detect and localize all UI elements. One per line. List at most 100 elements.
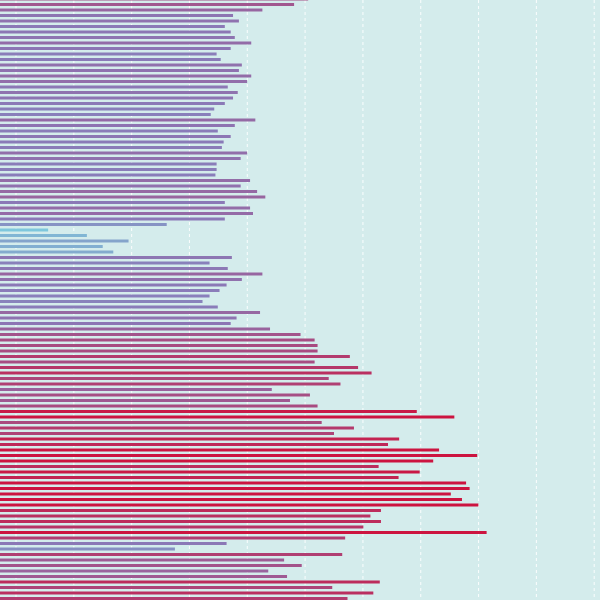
bar — [0, 531, 487, 534]
bar — [0, 443, 389, 446]
bar — [0, 525, 364, 529]
bars-group — [0, 0, 487, 600]
bar — [0, 190, 258, 193]
bar — [0, 19, 239, 23]
bar — [0, 322, 231, 325]
bar — [0, 470, 420, 474]
bar — [0, 162, 217, 166]
bar — [0, 553, 343, 556]
bar — [0, 102, 225, 105]
bar — [0, 536, 346, 540]
bar — [0, 14, 234, 17]
bar — [0, 157, 241, 160]
bar — [0, 261, 210, 265]
bar — [0, 151, 248, 155]
bar — [0, 146, 222, 149]
bar — [0, 91, 238, 94]
bar — [0, 360, 315, 364]
bar — [0, 30, 231, 34]
bar — [0, 415, 455, 419]
bar — [0, 294, 210, 298]
bar — [0, 129, 218, 133]
bar — [0, 410, 417, 413]
bar — [0, 327, 271, 331]
bar — [0, 69, 239, 72]
bar — [0, 586, 333, 589]
bar — [0, 223, 167, 226]
bar — [0, 432, 334, 435]
bar — [0, 382, 341, 386]
bar — [0, 201, 225, 204]
bar — [0, 195, 266, 199]
bar — [0, 3, 295, 6]
bar — [0, 47, 231, 50]
bar — [0, 256, 232, 259]
bar — [0, 333, 301, 336]
bar — [0, 509, 381, 512]
bar — [0, 564, 302, 567]
bar — [0, 239, 129, 243]
bar — [0, 0, 309, 1]
bar — [0, 575, 288, 578]
bar — [0, 228, 49, 232]
bar — [0, 305, 218, 309]
bar — [0, 426, 354, 430]
bar — [0, 377, 329, 380]
bar — [0, 245, 103, 248]
bar — [0, 547, 175, 551]
bar — [0, 300, 203, 303]
bar — [0, 212, 253, 215]
bar — [0, 85, 228, 89]
bar — [0, 580, 380, 584]
bar — [0, 52, 217, 56]
bar — [0, 421, 322, 424]
bar — [0, 393, 310, 397]
bar — [0, 388, 272, 391]
bar — [0, 135, 231, 138]
bar — [0, 338, 315, 342]
bar — [0, 514, 371, 518]
bar — [0, 404, 318, 408]
bar — [0, 283, 227, 287]
bar — [0, 8, 263, 12]
bar — [0, 498, 462, 501]
bar — [0, 80, 248, 83]
bar — [0, 173, 216, 177]
bar — [0, 591, 374, 595]
bar — [0, 107, 215, 111]
bar — [0, 371, 372, 375]
bar — [0, 503, 479, 507]
bar — [0, 113, 211, 116]
bar — [0, 58, 221, 61]
bar — [0, 476, 399, 479]
bar — [0, 206, 251, 210]
bar — [0, 344, 318, 347]
bar — [0, 355, 350, 358]
bar — [0, 217, 225, 221]
bar — [0, 569, 269, 573]
bar — [0, 278, 242, 281]
bar — [0, 349, 318, 353]
bar — [0, 542, 227, 545]
bar — [0, 459, 434, 463]
bar — [0, 272, 263, 276]
bar — [0, 250, 114, 254]
bar — [0, 316, 237, 320]
bar — [0, 366, 359, 369]
bar — [0, 63, 242, 67]
bar — [0, 179, 251, 182]
bar — [0, 399, 290, 402]
bar — [0, 74, 252, 78]
bar — [0, 41, 252, 45]
bar — [0, 487, 470, 490]
bar — [0, 25, 225, 28]
bar — [0, 96, 234, 100]
bar — [0, 289, 220, 292]
bar — [0, 267, 228, 270]
bar — [0, 465, 379, 468]
bar — [0, 481, 467, 485]
bar — [0, 118, 256, 122]
bar — [0, 448, 440, 452]
bar — [0, 437, 400, 441]
